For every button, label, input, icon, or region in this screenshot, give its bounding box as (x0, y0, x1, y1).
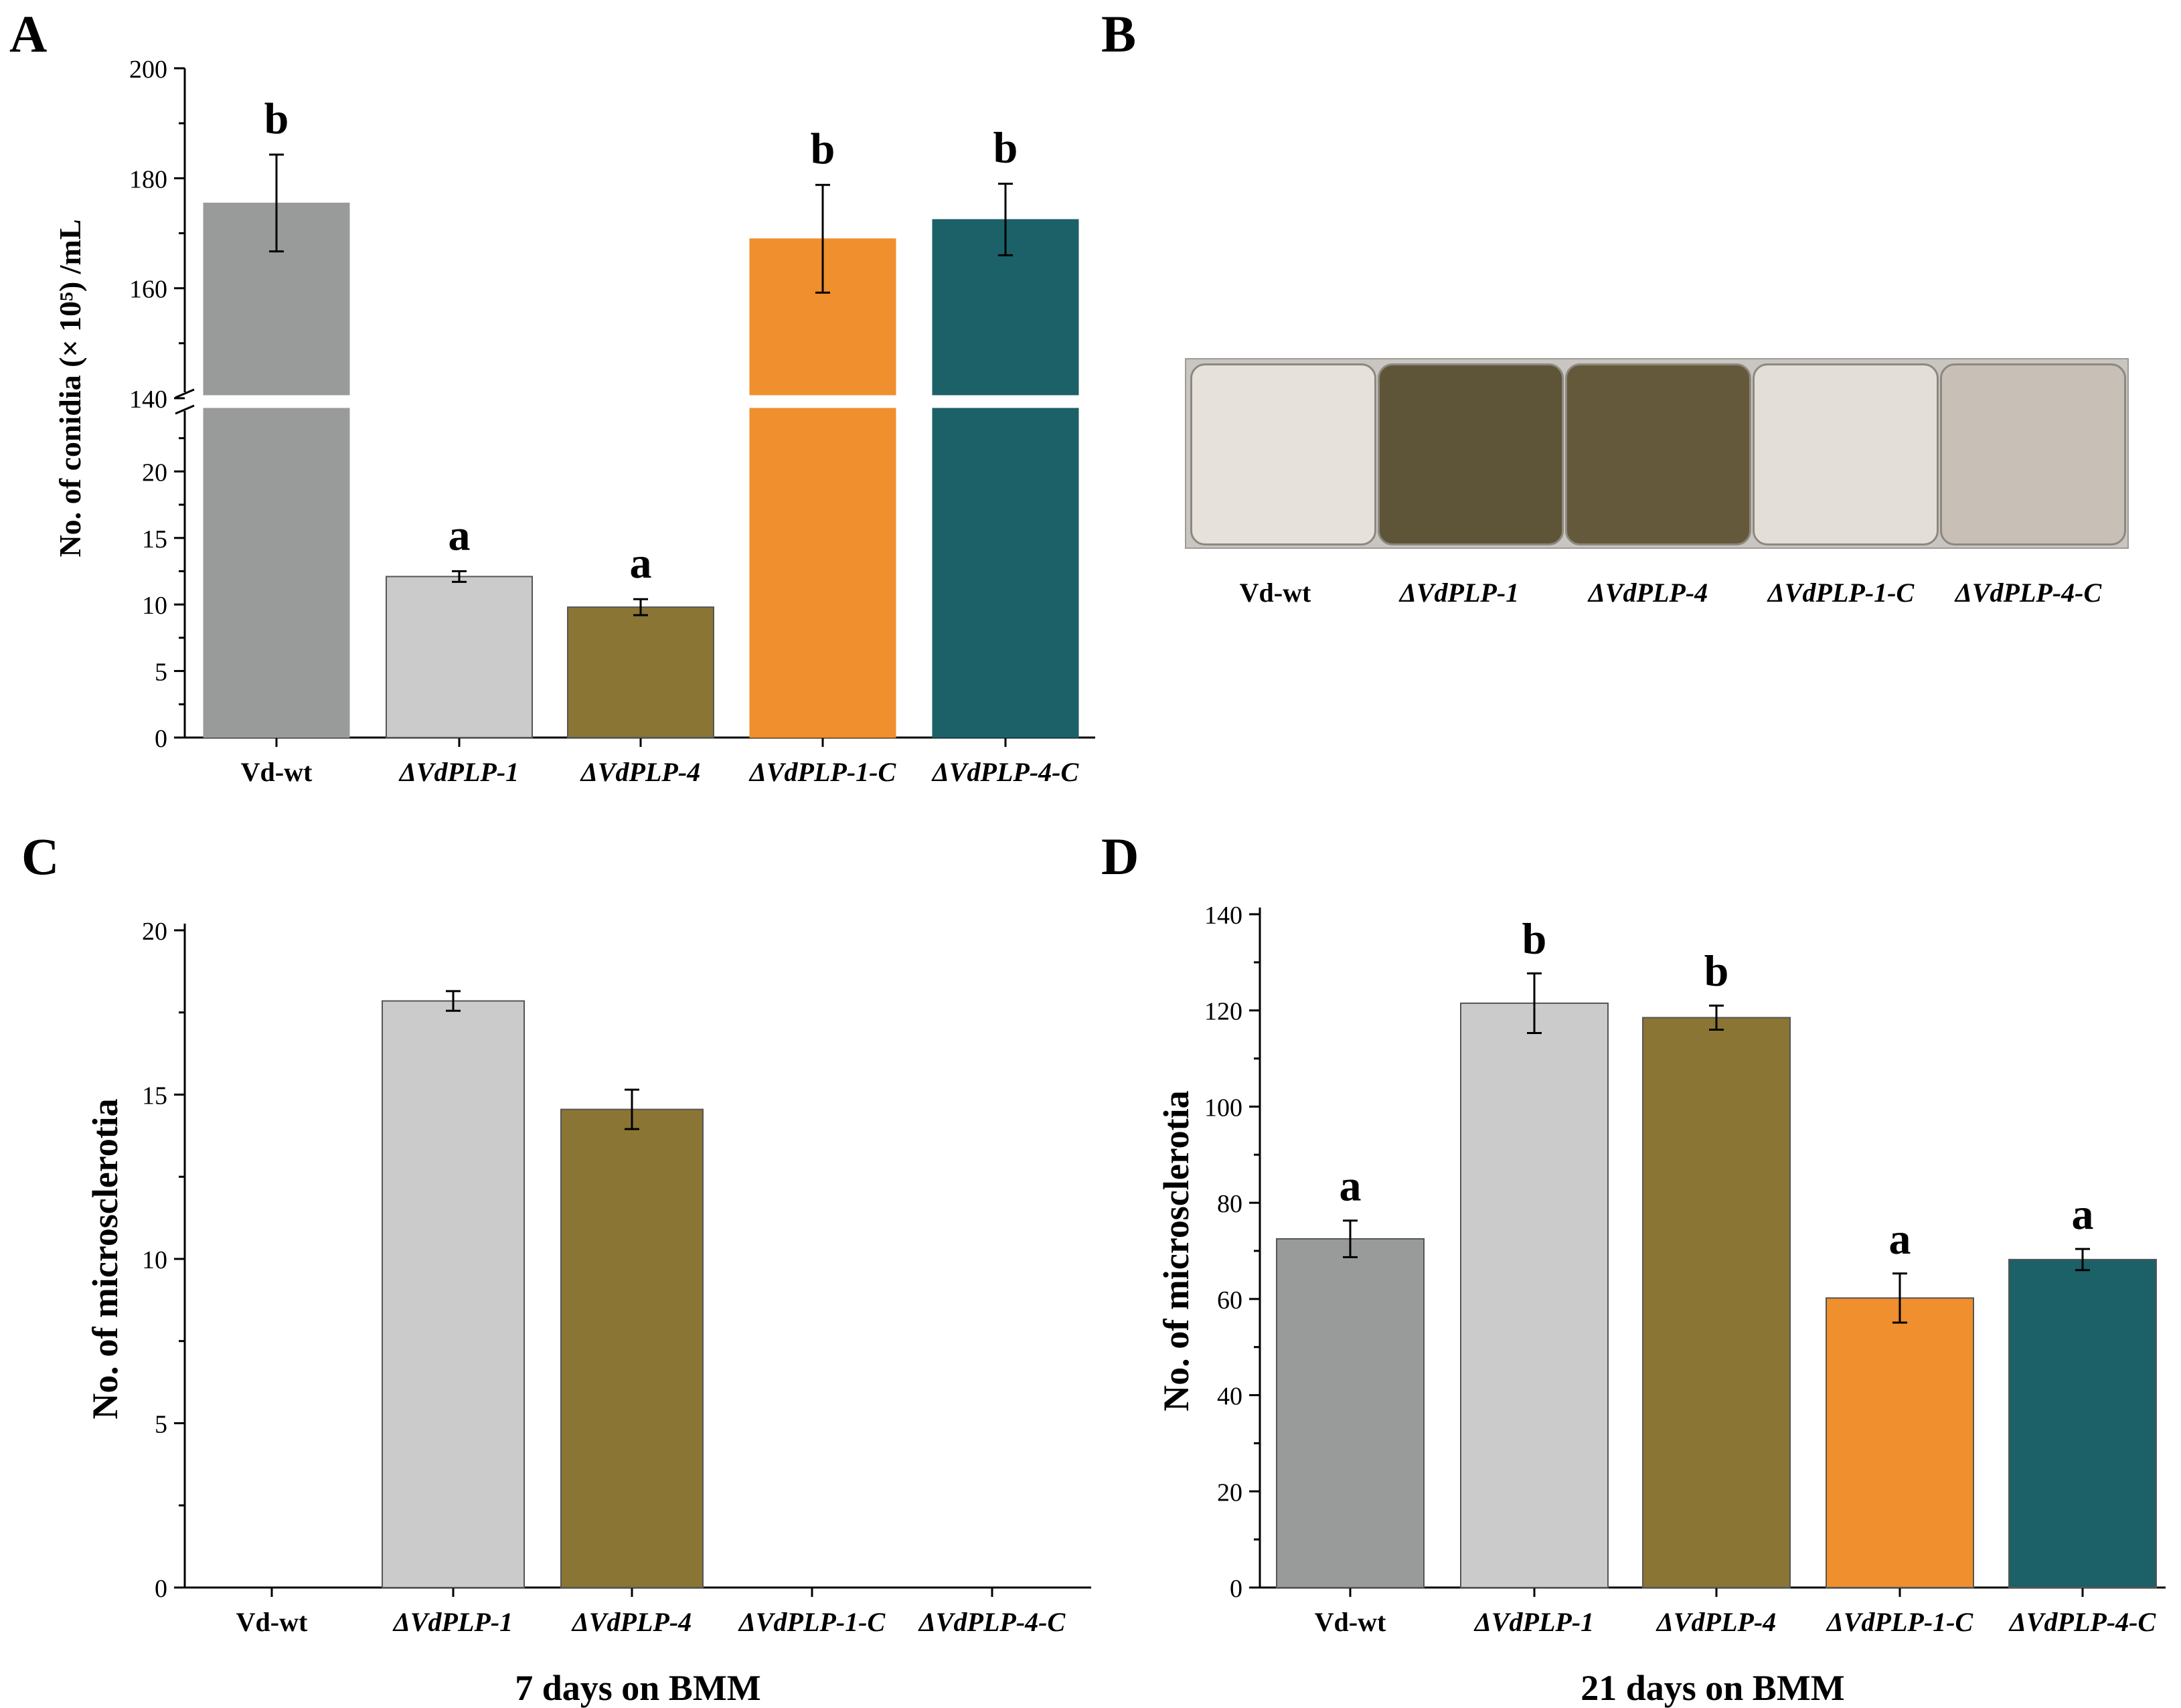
plate-vdplp-4-c (1940, 363, 2126, 545)
x-tick-label: ΔVdPLP-4-C (918, 1607, 1066, 1637)
y-tick-label: 80 (1217, 1190, 1242, 1218)
significance-label: b (1522, 914, 1547, 963)
x-tick-label: ΔVdPLP-4-C (2008, 1607, 2157, 1637)
x-tick-label: ΔVdPLP-4-C (931, 757, 1080, 787)
y-tick-label: 15 (142, 1082, 167, 1110)
y-tick-label: 160 (129, 276, 167, 304)
plate-label-vdplp-4-c: ΔVdPLP-4-C (1955, 578, 2102, 608)
y-axis-label: No. of conidia (× 10⁵) /mL (53, 219, 87, 557)
x-tick-label: ΔVdPLP-1-C (1826, 1607, 1974, 1637)
significance-label: a (449, 511, 471, 560)
x-axis-label: 21 days on BMM (1581, 1668, 1845, 1708)
plate-label-vd-wt: Vd-wt (1239, 578, 1311, 608)
significance-label: b (811, 124, 835, 173)
y-tick-label: 0 (155, 725, 167, 753)
y-tick-label: 140 (1204, 902, 1242, 930)
x-tick-label: ΔVdPLP-4 (580, 757, 700, 787)
plate-vdplp-4 (1565, 363, 1751, 545)
plates-photo (1185, 358, 2129, 549)
bar-vdplp-4 (567, 606, 714, 739)
y-tick-label: 20 (142, 918, 167, 946)
bar-vdplp-4 (560, 1108, 704, 1588)
significance-label: a (2072, 1190, 2094, 1239)
plate-label-vdplp-1-c: ΔVdPLP-1-C (1767, 578, 1915, 608)
significance-label: b (264, 94, 289, 143)
x-tick-label: ΔVdPLP-1 (398, 757, 519, 787)
y-tick-label: 5 (155, 659, 167, 687)
x-tick-label: ΔVdPLP-1-C (738, 1607, 886, 1637)
significance-label: a (630, 539, 652, 588)
bar-vdplp-4-c (2008, 1258, 2157, 1589)
plate-vdplp-1 (1378, 363, 1564, 545)
panel-label-a: A (9, 5, 48, 63)
y-tick-label: 60 (1217, 1286, 1242, 1314)
bar-vdplp-1 (382, 1000, 525, 1588)
significance-label: b (993, 124, 1018, 173)
y-tick-label: 15 (142, 525, 167, 553)
axis-break-mark (175, 388, 195, 399)
bar-vdplp-1-c (1826, 1297, 1974, 1589)
y-tick-label: 20 (1217, 1478, 1242, 1507)
significance-label: b (1704, 947, 1729, 996)
x-tick-label: Vd-wt (236, 1607, 308, 1637)
x-tick-label: ΔVdPLP-4 (1655, 1607, 1776, 1637)
y-tick-label: 0 (1230, 1575, 1242, 1603)
y-tick-label: 180 (129, 165, 167, 193)
axis-break-mark (175, 404, 195, 415)
x-tick-label: Vd-wt (241, 757, 313, 787)
panel-label-d: D (1101, 827, 1139, 885)
y-axis-label: No. of microsclerotia (1156, 1090, 1196, 1411)
y-tick-label: 40 (1217, 1383, 1242, 1411)
x-tick-label: Vd-wt (1315, 1607, 1386, 1637)
y-tick-label: 200 (129, 56, 167, 84)
y-tick-label: 0 (155, 1575, 167, 1603)
panel-label-b: B (1101, 5, 1137, 63)
y-tick-label: 10 (142, 1246, 167, 1274)
x-tick-label: ΔVdPLP-1 (1473, 1607, 1594, 1637)
bar-vd-wt (1276, 1238, 1425, 1589)
y-tick-label: 120 (1204, 998, 1242, 1026)
bar-vdplp-4 (1642, 1017, 1791, 1588)
y-tick-label: 140 (129, 386, 167, 414)
bar-vdplp-1 (386, 576, 533, 739)
plate-vdplp-1-c (1753, 363, 1939, 545)
significance-label: a (1889, 1215, 1911, 1264)
y-tick-label: 100 (1204, 1094, 1242, 1122)
panel-label-c: C (21, 827, 60, 885)
y-tick-label: 5 (155, 1411, 167, 1439)
bar-vdplp-4-c-lower (932, 408, 1079, 738)
y-axis-label: No. of microsclerotia (85, 1098, 125, 1419)
chart-c-microsclerotia-7d: 0 5 10 15 20 Vd-wt ΔVdPLP-1 ΔVdPLP-4 ΔVdPLP-1-C Δ… (85, 918, 1091, 1708)
plate-label-vdplp-4: ΔVdPLP-4 (1588, 578, 1708, 608)
y-tick-label: 10 (142, 592, 167, 620)
bar-vd-wt-lower (203, 408, 350, 738)
x-tick-label: ΔVdPLP-1-C (748, 757, 897, 787)
chart-a-conidia: 0 5 10 15 20 140 160 180 200 b Vd-wt a ΔVdPLP-1 a ΔVdP… (53, 56, 1095, 787)
plate-label-vdplp-1: ΔVdPLP-1 (1399, 578, 1520, 608)
x-axis-label: 7 days on BMM (515, 1668, 761, 1708)
x-tick-label: ΔVdPLP-4 (571, 1607, 692, 1637)
y-tick-label: 20 (142, 458, 167, 487)
x-tick-label: ΔVdPLP-1 (392, 1607, 513, 1637)
significance-label: a (1340, 1162, 1362, 1211)
bar-vdplp-1 (1460, 1002, 1609, 1588)
plate-vd-wt (1190, 363, 1376, 545)
bar-vdplp-1-c-lower (749, 408, 896, 738)
